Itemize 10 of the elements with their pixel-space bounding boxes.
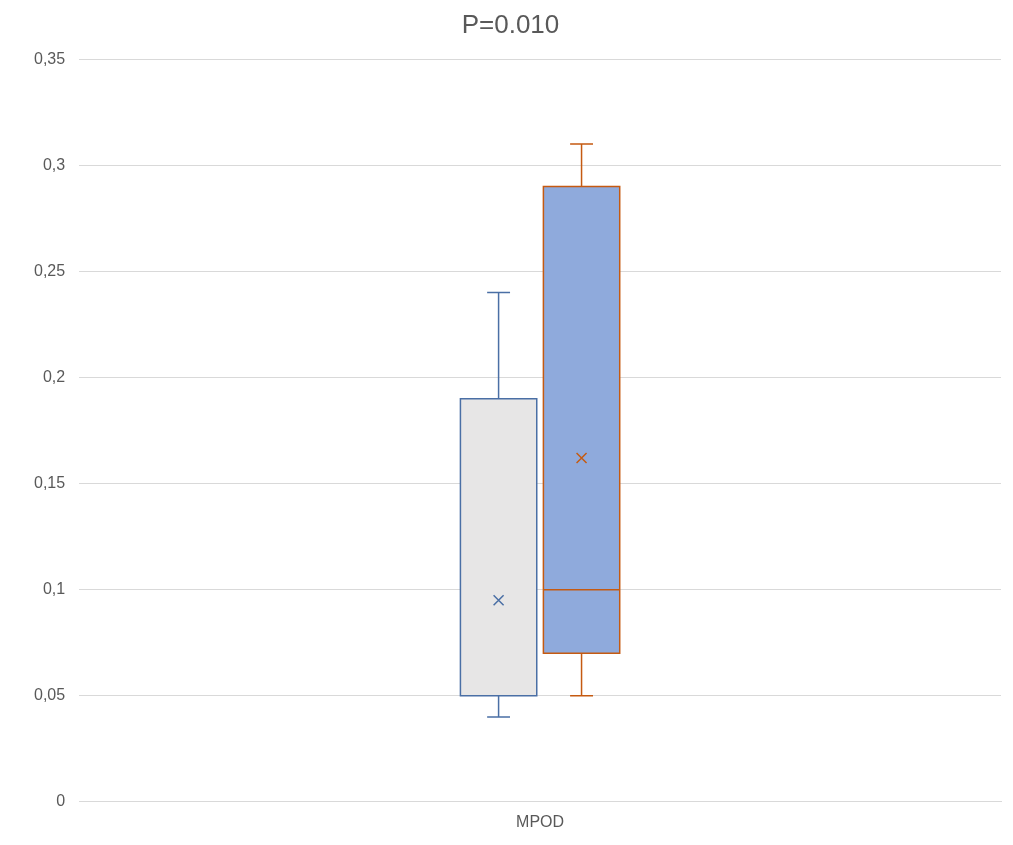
chart-title: P=0.010 bbox=[461, 8, 560, 39]
y-tick-label: 0,35 bbox=[34, 49, 66, 67]
y-tick-label: 0,05 bbox=[34, 686, 66, 704]
y-tick-label: 0,2 bbox=[42, 367, 66, 385]
y-tick-label: 0,25 bbox=[34, 261, 66, 279]
y-tick-label: 0,3 bbox=[42, 155, 66, 173]
y-tick-label: 0,15 bbox=[34, 473, 66, 491]
y-tick-label: 0,1 bbox=[42, 580, 66, 598]
x-tick-label: MPOD bbox=[516, 812, 565, 830]
y-tick-label: 0 bbox=[56, 792, 66, 810]
